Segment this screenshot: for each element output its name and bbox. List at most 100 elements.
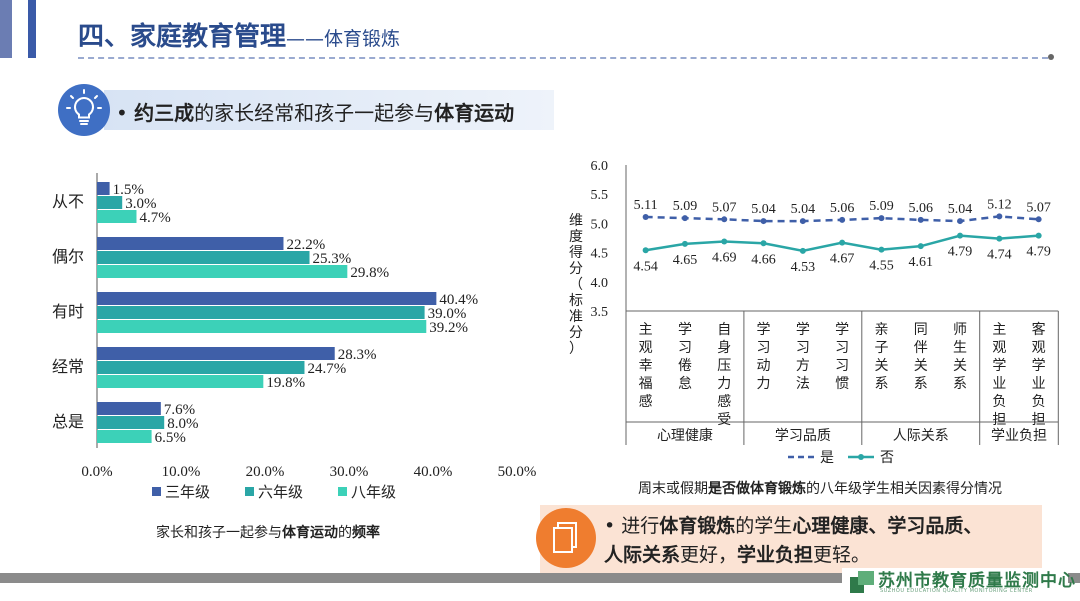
y-tick-label: 5.0 [591,217,609,232]
key-point-banner [104,90,554,130]
y-axis-label-char: 度 [569,229,583,245]
category-label-char: 同 [914,322,928,338]
y-axis-label-char: 得 [569,244,583,261]
category-label-char: 师 [953,322,967,338]
logo-background [842,568,1068,596]
data-label: 5.11 [634,198,658,213]
x-tick-label: 20.0% [246,464,285,480]
legend-marker [858,454,864,460]
bar [97,196,123,209]
document-icon [536,508,596,568]
category-label-char: 伴 [914,340,928,356]
category-label-char: 关 [914,358,928,374]
finding-seg: 更好， [680,544,738,566]
category-label-char: 关 [953,358,967,374]
category-label-char: 压 [717,358,731,374]
bar [97,292,437,305]
data-point [839,216,846,223]
category-label: 偶尔 [52,247,84,266]
data-label: 5.12 [987,197,1012,212]
header-divider-dot [1048,54,1054,60]
category-label-char: 观 [639,340,653,356]
legend-label: 八年级 [351,483,396,501]
finding-highlight: 人际关系 [604,544,681,566]
bar [97,430,152,443]
x-tick-label: 10.0% [162,464,201,480]
data-label: 4.79 [1026,245,1051,260]
logo-text: 苏州市教育质量监测中心 [878,571,1076,591]
category-label-char: 观 [1032,340,1046,356]
category-label-char: 方 [796,358,810,374]
legend-label: 三年级 [165,483,210,501]
y-tick-label: 6.0 [591,159,609,174]
bar [97,210,137,223]
data-label: 24.7% [307,361,346,377]
category-label-char: 幸 [639,358,653,374]
data-label: 39.2% [429,320,468,336]
category-label-char: 感 [717,393,731,410]
bar [97,265,348,278]
header-divider [78,57,1048,59]
category-label-char: 身 [717,340,731,356]
data-label: 4.67 [830,252,855,267]
category-label-char: 习 [835,340,849,356]
finding-highlight: 学业负担 [737,544,814,566]
category-label-char: 关 [874,358,888,374]
category-label-char: 负 [992,394,1006,410]
bullet: • [604,515,616,537]
key-point-highlight-1: 约三成 [134,101,195,125]
finding-banner [540,505,1042,575]
category-label-char: 感 [639,393,653,410]
data-point [760,218,767,225]
page-title: 四、家庭教育管理——体育锻炼 [78,16,400,53]
category-label-char: 学 [992,358,1006,374]
category-label-char: 担 [992,412,1006,428]
finding-seg: 的学生 [735,515,793,537]
data-label: 5.04 [791,202,816,217]
data-label: 5.09 [869,199,894,214]
x-tick-label: 40.0% [414,464,453,480]
y-axis-label-char: （ [569,277,583,293]
data-label: 8.0% [167,416,198,432]
y-axis-label-char: 分 [569,325,583,341]
category-label-char: 怠 [678,376,692,392]
header-accent-bar [0,0,12,58]
data-label: 4.61 [909,255,934,270]
left-chart-caption: 家长和孩子一起参与体育运动的频率 [118,522,418,542]
data-label: 5.04 [948,202,973,217]
right-chart-caption: 周末或假期是否做体育锻炼的八年级学生相关因素得分情况 [560,478,1080,498]
legend-label: 六年级 [258,483,303,501]
bullet: • [116,101,128,125]
finding-seg: 、 [868,515,888,537]
category-label-char: 习 [835,358,849,374]
finding-highlight: 学习品质 [887,515,964,537]
legend-label: 否 [880,450,894,466]
data-label: 39.0% [428,306,467,322]
y-tick-label: 3.5 [591,305,609,320]
category-label-char: 担 [1032,412,1046,428]
data-label: 29.8% [350,265,389,281]
category-label-char: 业 [992,376,1006,392]
data-point [721,216,728,223]
category-label-char: 系 [914,376,928,392]
y-axis-label-char: 准 [569,309,583,325]
bar [97,402,161,415]
data-label: 4.74 [987,248,1012,263]
data-label: 5.09 [673,199,698,214]
logo-icon [850,571,874,593]
y-tick-label: 5.5 [591,188,609,203]
finding-text: • 进行体育锻炼的学生心理健康、学习品质、 人际关系更好，学业负担更轻。 [604,512,1044,570]
data-label: 5.04 [751,202,776,217]
data-point [642,213,649,220]
finding-seg: 、 [963,515,983,537]
category-label-char: 亲 [874,322,888,338]
y-axis-label-char: 维 [569,213,583,229]
bar [97,182,110,195]
data-label: 6.5% [155,430,186,446]
category-label-char: 学 [678,322,692,338]
caption-part-2: 是否做体育锻炼 [708,481,806,497]
x-tick-label: 50.0% [498,464,537,480]
score-line-chart: 3.54.04.55.05.56.0维度得分（标准分）主观幸福感学习倦怠自身压力… [569,159,1059,466]
category-label-char: 客 [1032,321,1046,338]
data-label: 4.7% [139,210,170,226]
